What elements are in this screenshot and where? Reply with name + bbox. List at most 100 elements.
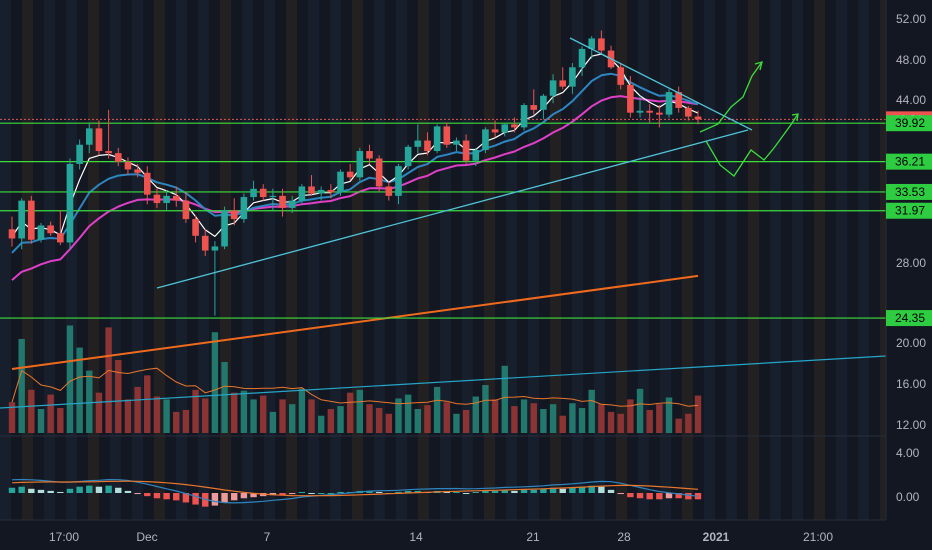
candle-body — [241, 197, 248, 219]
oscillator-bar — [560, 489, 566, 493]
session-band — [418, 0, 429, 520]
volume-bar — [260, 396, 266, 433]
session-band — [154, 0, 165, 520]
volume-bar — [540, 409, 546, 433]
oscillator-bar — [18, 487, 24, 493]
volume-bar — [250, 399, 256, 433]
oscillator-bar — [637, 493, 643, 498]
session-band — [242, 0, 253, 520]
candle-body — [434, 126, 441, 151]
volume-bar — [695, 396, 701, 433]
candle-body — [376, 159, 383, 187]
oscillator-bar — [463, 493, 469, 494]
candle-body — [579, 49, 586, 67]
oscillator-bar — [521, 490, 527, 493]
oscillator-bar — [656, 493, 662, 499]
candle-body — [501, 124, 508, 132]
candle-body — [521, 105, 528, 127]
candle-body — [18, 201, 25, 239]
candle-body — [656, 113, 663, 115]
candle-body — [540, 96, 547, 110]
time-axis-label: 2021 — [703, 530, 730, 544]
candle-body — [202, 236, 209, 251]
volume-bar — [453, 414, 459, 433]
session-band — [220, 0, 231, 520]
volume-bar — [386, 414, 392, 433]
candle-body — [453, 141, 460, 145]
oscillator-bar — [192, 493, 198, 505]
level-price-label: 39.92 — [895, 116, 925, 130]
oscillator-bar — [646, 493, 652, 499]
candle-body — [76, 145, 83, 164]
oscillator-bar — [618, 493, 624, 494]
session-band — [396, 0, 407, 520]
oscillator-bar — [154, 493, 160, 498]
volume-bar — [173, 412, 179, 433]
session-band — [748, 0, 759, 520]
oscillator-bar — [231, 493, 237, 500]
volume-bar — [366, 404, 372, 433]
oscillator-axis-tick: 0.00 — [896, 490, 920, 504]
candle-body — [415, 141, 422, 147]
candle-body — [183, 201, 190, 219]
oscillator-bar — [608, 490, 614, 493]
volume-bar — [675, 419, 681, 433]
oscillator-bar — [212, 493, 218, 506]
volume-bar — [482, 385, 488, 433]
price-axis-tick: 28.00 — [896, 256, 926, 270]
oscillator-bar — [337, 492, 343, 493]
volume-bar — [627, 399, 633, 433]
oscillator-bar — [134, 493, 140, 494]
session-band — [330, 0, 341, 520]
candle-body — [212, 246, 219, 250]
volume-bar — [646, 410, 652, 433]
volume-bar — [424, 405, 430, 433]
volume-bar — [589, 390, 595, 433]
volume-bar — [328, 409, 334, 433]
oscillator-bar — [144, 493, 150, 496]
volume-bar — [115, 360, 121, 433]
candle-body — [443, 126, 450, 144]
session-band — [88, 0, 99, 520]
oscillator-bar — [221, 493, 227, 502]
candle-body — [125, 162, 132, 170]
candle-body — [695, 117, 702, 120]
oscillator-bar — [598, 487, 604, 493]
candle-body — [231, 210, 238, 219]
session-band — [0, 0, 11, 520]
price-axis-tick: 44.00 — [896, 93, 926, 107]
oscillator-bar — [666, 493, 672, 498]
oscillator-axis-tick: 4.00 — [896, 446, 920, 460]
time-axis-label: 14 — [409, 530, 423, 544]
oscillator-bar — [57, 492, 63, 493]
candle-body — [646, 111, 653, 113]
candle-body — [637, 111, 644, 113]
candle-body — [463, 141, 470, 161]
candle-body — [47, 225, 54, 233]
candle-body — [405, 147, 412, 166]
candle-body — [617, 67, 624, 85]
volume-bar — [57, 408, 63, 433]
session-band — [836, 0, 847, 520]
volume-bar — [270, 412, 276, 433]
session-band — [770, 0, 781, 520]
candle-body — [337, 172, 344, 193]
volume-bar — [444, 402, 450, 433]
candle-body — [598, 38, 605, 50]
candle-body — [685, 108, 692, 117]
oscillator-bar — [289, 493, 295, 494]
volume-bar — [86, 371, 92, 433]
volume-bar — [531, 403, 537, 433]
oscillator-bar — [627, 493, 633, 497]
session-band — [814, 0, 825, 520]
level-price-label: 24.35 — [895, 311, 925, 325]
volume-bar — [67, 325, 73, 433]
level-price-label: 31.97 — [895, 204, 925, 218]
price-axis-tick: 52.00 — [896, 12, 926, 26]
oscillator-bar — [453, 492, 459, 493]
oscillator-bar — [47, 491, 53, 493]
volume-bar — [299, 389, 305, 433]
volume-bar — [511, 406, 517, 433]
session-band — [110, 0, 121, 520]
